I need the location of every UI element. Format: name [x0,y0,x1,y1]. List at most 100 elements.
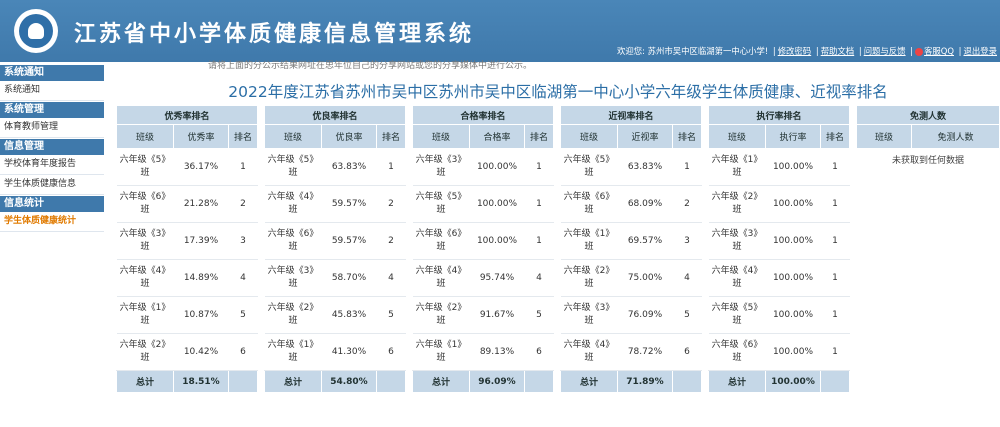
rate-cell: 10.87% [173,296,229,334]
customer-qq-link[interactable]: 客服QQ [924,46,954,56]
sidebar-item-health-stats[interactable]: 学生体质健康统计 [0,212,104,232]
total-row: 总计 71.89% [559,370,703,393]
sidebar-group-stats[interactable]: 信息统计 [0,196,104,212]
table-row: 六年级《2》班 45.83% 5 [264,296,406,334]
total-row: 总计 18.51% [115,370,259,393]
sidebar-group-notice[interactable]: 系统通知 [0,65,104,81]
welcome-text: 欢迎您: 苏州市吴中区临湖第一中心小学! [616,46,769,56]
app-title: 江苏省中小学体质健康信息管理系统 [74,22,475,47]
rate-cell: 95.74% [469,259,525,297]
rank-cell: 3 [228,222,258,260]
logout-link[interactable]: 退出登录 [963,46,998,56]
rank-cell: 2 [672,185,702,223]
column-header: 排名 [671,124,703,149]
table-row: 六年级《4》班 59.57% 2 [264,185,406,223]
sidebar: 系统通知 系统通知 系统管理 体育教师管理 信息管理 学校体育年度报告 学生体质… [0,64,104,232]
sidebar-group-info[interactable]: 信息管理 [0,139,104,155]
class-cell: 六年级《1》班 [264,333,322,371]
sidebar-item-pe-teachers[interactable]: 体育教师管理 [0,118,104,138]
sidebar-item-annual-report[interactable]: 学校体育年度报告 [0,155,104,175]
pass-rate-table: 合格率排名 班级 合格率 排名 六年级《3》班 100.00% 1 六年级《5》班 100.00… [411,105,555,393]
class-cell: 六年级《5》班 [708,296,766,334]
rank-cell: 1 [820,148,850,186]
class-cell: 六年级《6》班 [708,333,766,371]
class-cell: 六年级《3》班 [412,148,470,186]
user-bar: 欢迎您: 苏州市吴中区临湖第一中心小学! | 修改密码 | 帮助文档 | 问题与反馈 … [616,46,998,56]
rate-cell: 78.72% [617,333,673,371]
rate-cell: 41.30% [321,333,377,371]
table-caption: 近视率排名 [560,105,702,125]
class-cell: 六年级《4》班 [560,333,618,371]
sidebar-item-student-health[interactable]: 学生体质健康信息 [0,175,104,195]
total-value: 96.09% [469,370,525,393]
total-label: 总计 [263,370,323,393]
class-cell: 六年级《2》班 [264,296,322,334]
table-row: 六年级《6》班 68.09% 2 [560,185,702,223]
table-row: 六年级《6》班 100.00% 1 [412,222,554,260]
good-rate-table: 优良率排名 班级 优良率 排名 六年级《5》班 63.83% 1 六年级《4》班 59.57% 2… [263,105,407,393]
rank-cell: 6 [672,333,702,371]
column-header: 班级 [263,124,323,149]
class-cell: 六年级《1》班 [708,148,766,186]
rate-cell: 17.39% [173,222,229,260]
class-cell: 六年级《5》班 [412,185,470,223]
exempt-count-table: 免测人数 班级 免测人数 未获取到任何数据 [856,105,1000,170]
feedback-link[interactable]: 问题与反馈 [863,46,906,56]
table-row: 六年级《2》班 100.00% 1 [708,185,850,223]
sidebar-group-system[interactable]: 系统管理 [0,102,104,118]
total-label: 总计 [411,370,471,393]
total-label: 总计 [115,370,175,393]
rank-cell: 2 [376,185,406,223]
table-row: 六年级《6》班 21.28% 2 [116,185,258,223]
rank-cell: 4 [524,259,554,297]
class-cell: 六年级《1》班 [412,333,470,371]
rate-cell: 59.57% [321,222,377,260]
table-row: 六年级《1》班 10.87% 5 [116,296,258,334]
table-row: 六年级《2》班 91.67% 5 [412,296,554,334]
rate-cell: 100.00% [765,222,821,260]
total-label: 总计 [707,370,767,393]
table-caption: 优良率排名 [264,105,406,125]
class-cell: 六年级《5》班 [560,148,618,186]
rank-cell: 1 [820,185,850,223]
rate-cell: 100.00% [765,148,821,186]
class-cell: 六年级《6》班 [412,222,470,260]
table-row: 六年级《4》班 95.74% 4 [412,259,554,297]
rate-cell: 89.13% [469,333,525,371]
table-row: 六年级《5》班 63.83% 1 [560,148,702,186]
table-row: 六年级《4》班 100.00% 1 [708,259,850,297]
rate-cell: 21.28% [173,185,229,223]
rate-cell: 76.09% [617,296,673,334]
rate-cell: 75.00% [617,259,673,297]
sidebar-item-system-notice[interactable]: 系统通知 [0,81,104,101]
change-password-link[interactable]: 修改密码 [777,46,812,56]
rank-cell: 5 [672,296,702,334]
total-row: 总计 54.80% [263,370,407,393]
rank-cell: 3 [672,222,702,260]
table-row: 六年级《3》班 76.09% 5 [560,296,702,334]
rate-cell: 100.00% [765,333,821,371]
class-cell: 六年级《6》班 [264,222,322,260]
class-cell: 六年级《5》班 [116,148,174,186]
rate-cell: 45.83% [321,296,377,334]
class-cell: 六年级《2》班 [708,185,766,223]
excellent-rate-table: 优秀率排名 班级 优秀率 排名 六年级《5》班 36.17% 1 六年级《6》班 21.28% 2… [115,105,259,393]
class-cell: 六年级《1》班 [116,296,174,334]
rank-cell: 4 [228,259,258,297]
column-header: 优秀率 [173,124,229,149]
table-row: 六年级《6》班 59.57% 2 [264,222,406,260]
rate-cell: 59.57% [321,185,377,223]
rate-cell: 100.00% [765,185,821,223]
table-row: 六年级《2》班 75.00% 4 [560,259,702,297]
column-header: 班级 [559,124,619,149]
rate-cell: 100.00% [765,296,821,334]
column-header: 班级 [411,124,471,149]
class-cell: 六年级《5》班 [264,148,322,186]
help-docs-link[interactable]: 帮助文档 [820,46,855,56]
table-row: 六年级《5》班 100.00% 1 [412,185,554,223]
total-label: 总计 [559,370,619,393]
table-row: 六年级《1》班 69.57% 3 [560,222,702,260]
table-row: 六年级《5》班 100.00% 1 [708,296,850,334]
rank-cell: 1 [820,259,850,297]
rank-cell: 6 [228,333,258,371]
